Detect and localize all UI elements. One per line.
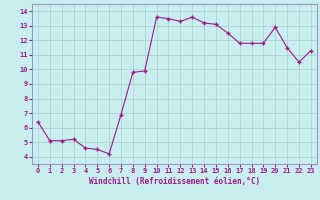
X-axis label: Windchill (Refroidissement éolien,°C): Windchill (Refroidissement éolien,°C) — [89, 177, 260, 186]
